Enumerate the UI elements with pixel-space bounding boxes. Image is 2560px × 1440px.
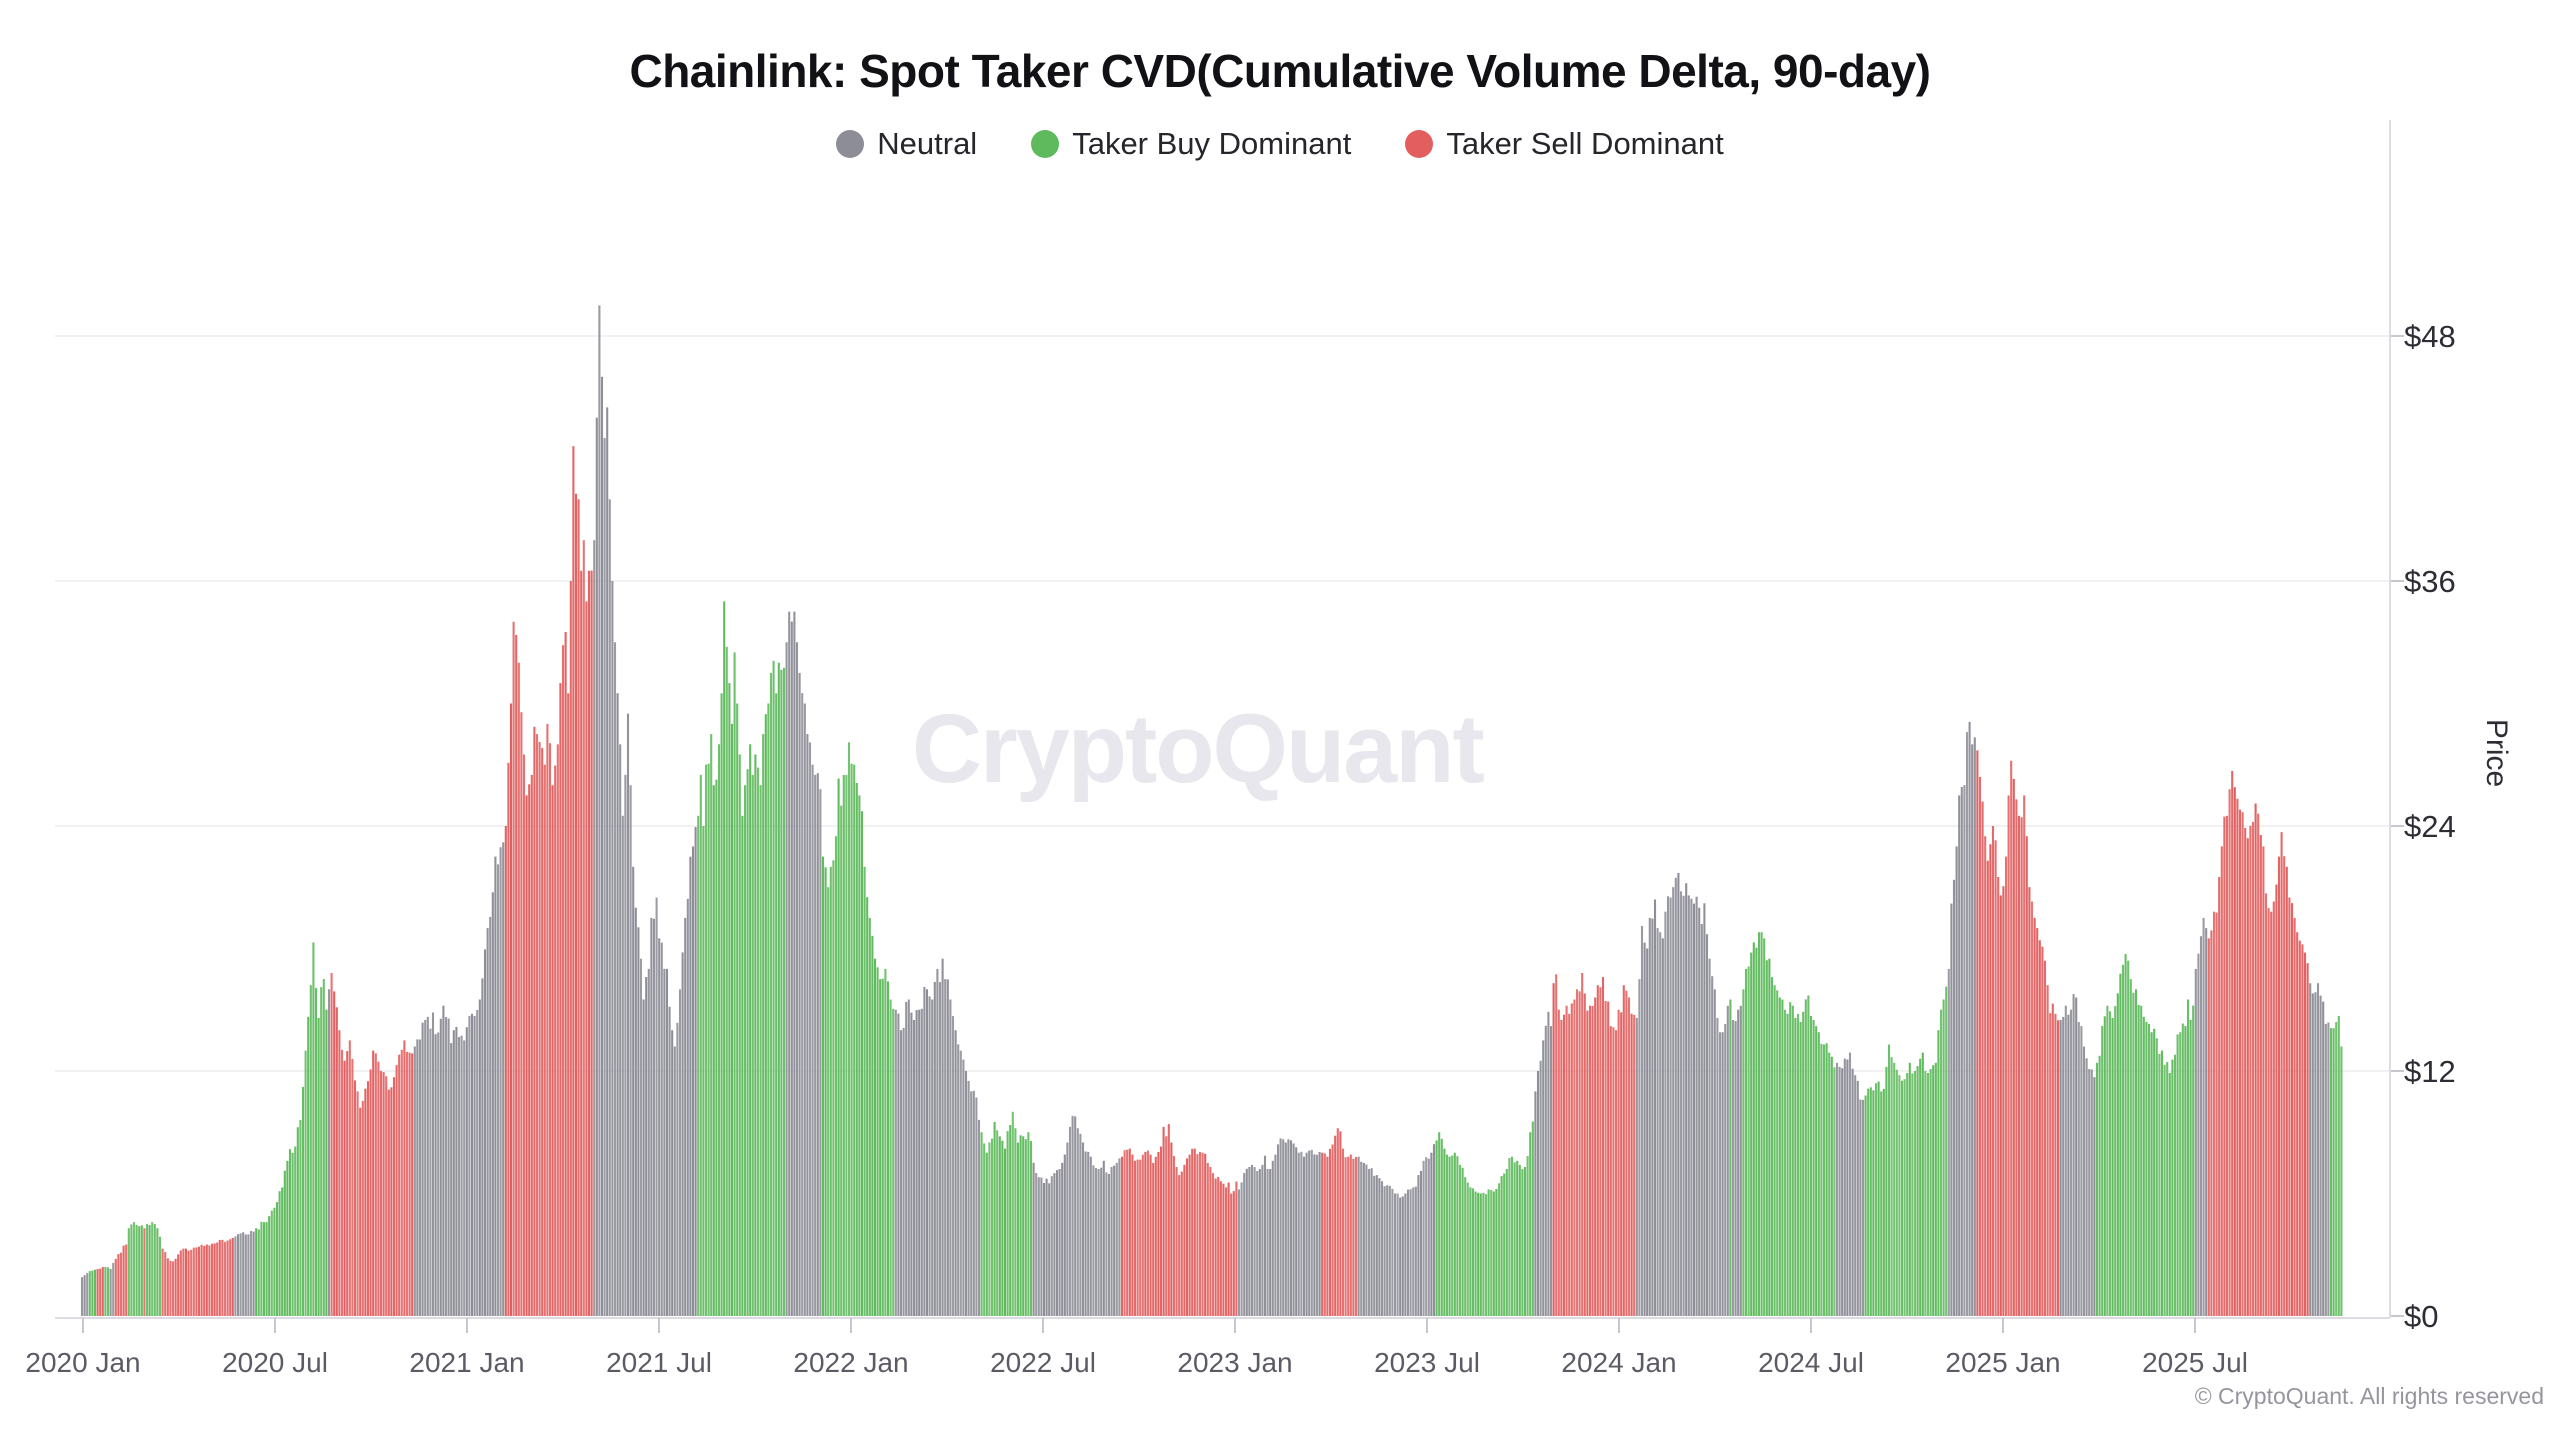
legend-item-label: Taker Sell Dominant <box>1446 126 1724 161</box>
x-axis-tick-label: 2025 Jul <box>2142 1347 2248 1378</box>
x-axis-tick-label: 2020 Jan <box>25 1347 140 1378</box>
legend-item-taker_buy[interactable]: Taker Buy Dominant <box>1031 126 1351 162</box>
neutral-dot-icon <box>836 130 865 158</box>
taker_buy-dot-icon <box>1031 130 1060 158</box>
y-axis-tick-label: $0 <box>2404 1299 2438 1334</box>
x-axis-tick-label: 2022 Jan <box>793 1347 908 1378</box>
x-axis-tick-label: 2023 Jul <box>1374 1347 1480 1378</box>
copyright-footer: © CryptoQuant. All rights reserved <box>2194 1383 2544 1409</box>
legend-item-label: Taker Buy Dominant <box>1072 126 1352 161</box>
taker_sell-dot-icon <box>1405 130 1434 158</box>
y-axis-tick-label: $36 <box>2404 564 2456 599</box>
chart-title: Chainlink: Spot Taker CVD(Cumulative Vol… <box>629 45 1931 97</box>
y-axis-tick-label: $24 <box>2404 809 2456 844</box>
legend-item-taker_sell[interactable]: Taker Sell Dominant <box>1405 126 1724 162</box>
x-axis-tick-label: 2024 Jan <box>1561 1347 1676 1378</box>
x-axis-tick-label: 2022 Jul <box>990 1347 1096 1378</box>
y-axis-tick-label: $48 <box>2404 319 2456 354</box>
price-bars[interactable] <box>80 305 2343 1317</box>
x-axis-tick-label: 2024 Jul <box>1758 1347 1864 1378</box>
x-axis-tick-label: 2021 Jul <box>606 1347 712 1378</box>
x-axis-tick-label: 2020 Jul <box>222 1347 328 1378</box>
legend-item-neutral[interactable]: Neutral <box>836 126 977 162</box>
x-axis-tick-label: 2025 Jan <box>1945 1347 2060 1378</box>
y-axis-tick-label: $12 <box>2404 1054 2456 1089</box>
legend-item-label: Neutral <box>877 126 978 161</box>
x-axis-tick-label: 2021 Jan <box>409 1347 524 1378</box>
x-axis-tick-label: 2023 Jan <box>1177 1347 1292 1378</box>
legend: Neutral Taker Buy Dominant Taker Sell Domi… <box>0 126 2560 162</box>
y-axis-title: Price <box>2480 719 2513 787</box>
